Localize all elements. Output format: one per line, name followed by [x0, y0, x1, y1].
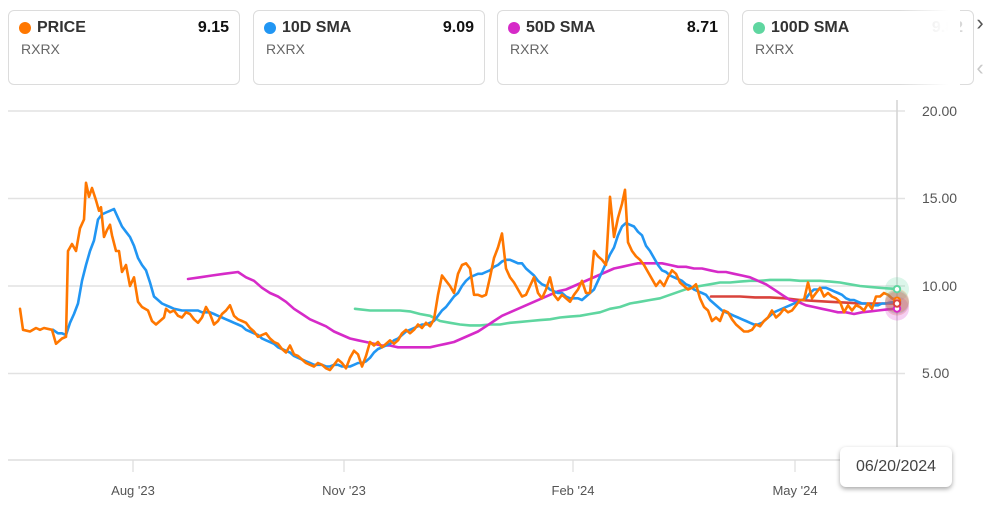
x-tick-label: Nov '23: [322, 483, 366, 498]
card-name: 50D SMA: [526, 19, 596, 36]
card-name: 10D SMA: [282, 19, 352, 36]
sma50-dot-icon: [508, 22, 520, 34]
y-tick-label: 5.00: [922, 365, 950, 381]
sma10-dot-icon: [264, 22, 276, 34]
series-line-100d-sma: [353, 278, 899, 327]
card-name: PRICE: [37, 19, 86, 36]
series-line-50d-sma: [186, 261, 899, 349]
legend-cards: PRICE 9.15 RXRX 10D SMA 9.09 RXRX 50D SM…: [8, 10, 974, 87]
hover-point-marker: [892, 284, 902, 294]
card-value: 9.15: [197, 19, 229, 36]
card-value: 9.09: [442, 19, 474, 36]
card-symbol: RXRX: [510, 41, 549, 57]
card-name: 100D SMA: [771, 19, 850, 36]
legend-card-10d-sma[interactable]: 10D SMA 9.09 RXRX: [253, 10, 485, 85]
y-tick-label: 15.00: [922, 190, 958, 206]
card-symbol: RXRX: [755, 41, 794, 57]
crosshair-date-tooltip: 06/20/2024: [840, 447, 952, 487]
legend-card-50d-sma[interactable]: 50D SMA 8.71 RXRX: [497, 10, 729, 85]
y-tick-label: 20.00: [922, 103, 958, 119]
x-tick-label: Aug '23: [111, 483, 155, 498]
price-dot-icon: [19, 22, 31, 34]
card-symbol: RXRX: [21, 41, 60, 57]
card-value: 8.71: [686, 19, 718, 36]
hover-point-marker: [892, 299, 902, 308]
chevron-left-icon[interactable]: ‹: [976, 55, 984, 80]
card-symbol: RXRX: [266, 41, 305, 57]
x-tick-label: Feb '24: [551, 483, 595, 498]
series-line-10d-sma: [51, 207, 899, 368]
legend-card-price[interactable]: PRICE 9.15 RXRX: [8, 10, 240, 85]
y-tick-label: 10.00: [922, 278, 958, 294]
chevron-right-icon[interactable]: ›: [976, 10, 984, 35]
x-tick-label: May '24: [772, 483, 818, 498]
sma100-dot-icon: [753, 22, 765, 34]
series-line-price: [18, 181, 899, 372]
